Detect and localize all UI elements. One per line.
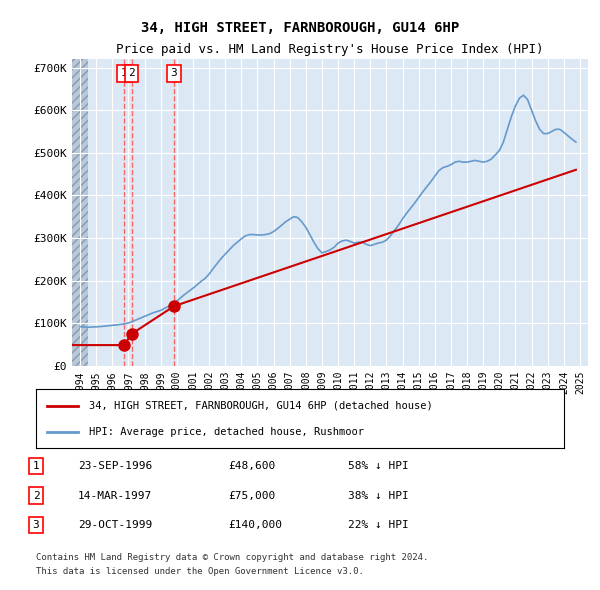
- Text: 23-SEP-1996: 23-SEP-1996: [78, 461, 152, 471]
- Title: Price paid vs. HM Land Registry's House Price Index (HPI): Price paid vs. HM Land Registry's House …: [116, 44, 544, 57]
- Text: This data is licensed under the Open Government Licence v3.0.: This data is licensed under the Open Gov…: [36, 566, 364, 576]
- Text: 58% ↓ HPI: 58% ↓ HPI: [348, 461, 409, 471]
- Text: HPI: Average price, detached house, Rushmoor: HPI: Average price, detached house, Rush…: [89, 427, 364, 437]
- Text: 29-OCT-1999: 29-OCT-1999: [78, 520, 152, 530]
- Text: 22% ↓ HPI: 22% ↓ HPI: [348, 520, 409, 530]
- Text: 2: 2: [128, 68, 135, 78]
- Text: 1: 1: [121, 68, 127, 78]
- Text: Contains HM Land Registry data © Crown copyright and database right 2024.: Contains HM Land Registry data © Crown c…: [36, 553, 428, 562]
- Text: £48,600: £48,600: [228, 461, 275, 471]
- Text: 34, HIGH STREET, FARNBOROUGH, GU14 6HP: 34, HIGH STREET, FARNBOROUGH, GU14 6HP: [141, 21, 459, 35]
- Text: £75,000: £75,000: [228, 491, 275, 500]
- Text: £140,000: £140,000: [228, 520, 282, 530]
- Text: 3: 3: [32, 520, 40, 530]
- Text: 2: 2: [32, 491, 40, 500]
- Text: 14-MAR-1997: 14-MAR-1997: [78, 491, 152, 500]
- Text: 38% ↓ HPI: 38% ↓ HPI: [348, 491, 409, 500]
- Text: 1: 1: [32, 461, 40, 471]
- Text: 3: 3: [170, 68, 178, 78]
- Text: 34, HIGH STREET, FARNBOROUGH, GU14 6HP (detached house): 34, HIGH STREET, FARNBOROUGH, GU14 6HP (…: [89, 401, 433, 411]
